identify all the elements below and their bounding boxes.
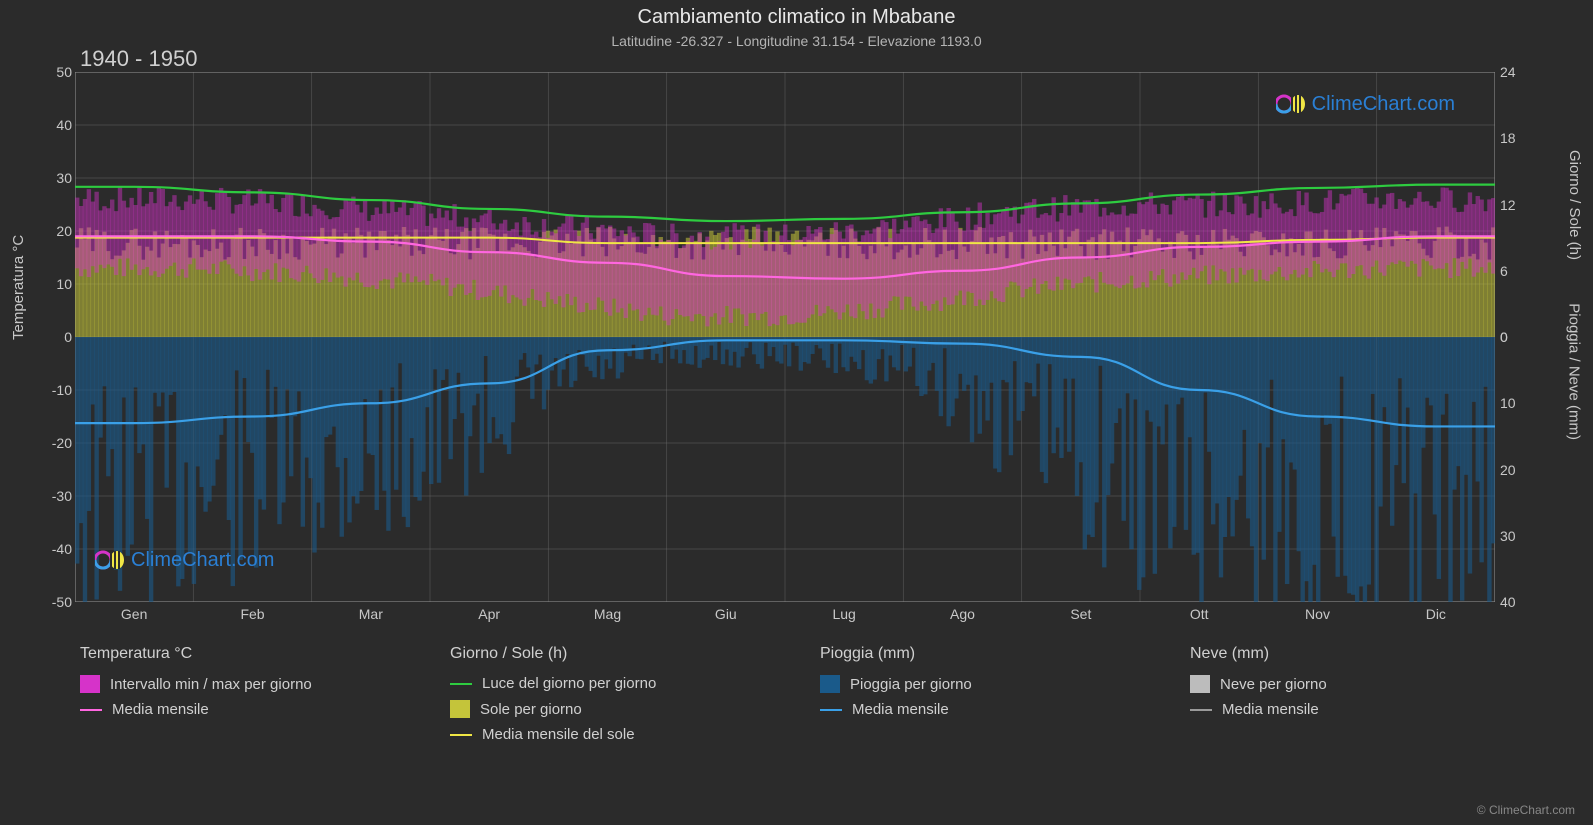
legend-label: Neve per giorno	[1220, 676, 1327, 693]
legend-label: Media mensile del sole	[482, 726, 635, 743]
legend-col-temp: Temperatura °C Intervallo min / max per …	[80, 645, 410, 751]
swatch-icon	[450, 683, 472, 685]
swatch-icon	[1190, 675, 1210, 693]
y-axis-right-top-label: Giorno / Sole (h)	[1566, 150, 1583, 260]
legend-col-rain: Pioggia (mm) Pioggia per giorno Media me…	[820, 645, 1150, 751]
legend-label: Media mensile	[112, 701, 209, 718]
watermark-top: ClimeChart.com	[1276, 92, 1455, 116]
legend-item: Media mensile	[80, 701, 410, 718]
watermark-bottom: ClimeChart.com	[95, 548, 274, 572]
chart-title: Cambiamento climatico in Mbabane	[0, 0, 1593, 29]
plot-area: ClimeChart.com ClimeChart.com	[75, 72, 1495, 602]
watermark-text: ClimeChart.com	[1312, 93, 1455, 116]
period-label: 1940 - 1950	[80, 46, 197, 72]
legend-item: Media mensile	[1190, 701, 1520, 718]
legend: Temperatura °C Intervallo min / max per …	[80, 645, 1520, 751]
x-axis-labels: GenFebMarAprMagGiuLugAgoSetOttNovDic	[75, 606, 1495, 626]
legend-label: Pioggia per giorno	[850, 676, 972, 693]
legend-head: Giorno / Sole (h)	[450, 645, 780, 663]
legend-item: Media mensile	[820, 701, 1150, 718]
climate-chart-svg	[75, 72, 1495, 602]
swatch-icon	[820, 675, 840, 693]
y-axis-right-bot-label: Pioggia / Neve (mm)	[1566, 303, 1583, 440]
swatch-icon	[1190, 709, 1212, 711]
legend-label: Luce del giorno per giorno	[482, 675, 656, 692]
legend-label: Intervallo min / max per giorno	[110, 676, 312, 693]
legend-col-snow: Neve (mm) Neve per giorno Media mensile	[1190, 645, 1520, 751]
legend-item: Intervallo min / max per giorno	[80, 675, 410, 693]
legend-head: Pioggia (mm)	[820, 645, 1150, 663]
watermark-text: ClimeChart.com	[131, 549, 274, 572]
swatch-icon	[80, 675, 100, 693]
swatch-icon	[820, 709, 842, 711]
swatch-icon	[80, 709, 102, 711]
y-axis-left-label: Temperatura °C	[10, 235, 27, 340]
swatch-icon	[450, 734, 472, 736]
logo-icon	[1276, 92, 1306, 116]
logo-icon	[95, 548, 125, 572]
legend-head: Neve (mm)	[1190, 645, 1520, 663]
legend-item: Luce del giorno per giorno	[450, 675, 780, 692]
legend-item: Sole per giorno	[450, 700, 780, 718]
legend-item: Pioggia per giorno	[820, 675, 1150, 693]
legend-label: Media mensile	[852, 701, 949, 718]
swatch-icon	[450, 700, 470, 718]
copyright: © ClimeChart.com	[1477, 803, 1575, 817]
legend-col-day: Giorno / Sole (h) Luce del giorno per gi…	[450, 645, 780, 751]
legend-head: Temperatura °C	[80, 645, 410, 663]
chart-subtitle: Latitudine -26.327 - Longitudine 31.154 …	[0, 29, 1593, 49]
legend-label: Sole per giorno	[480, 701, 582, 718]
legend-item: Media mensile del sole	[450, 726, 780, 743]
legend-label: Media mensile	[1222, 701, 1319, 718]
legend-item: Neve per giorno	[1190, 675, 1520, 693]
